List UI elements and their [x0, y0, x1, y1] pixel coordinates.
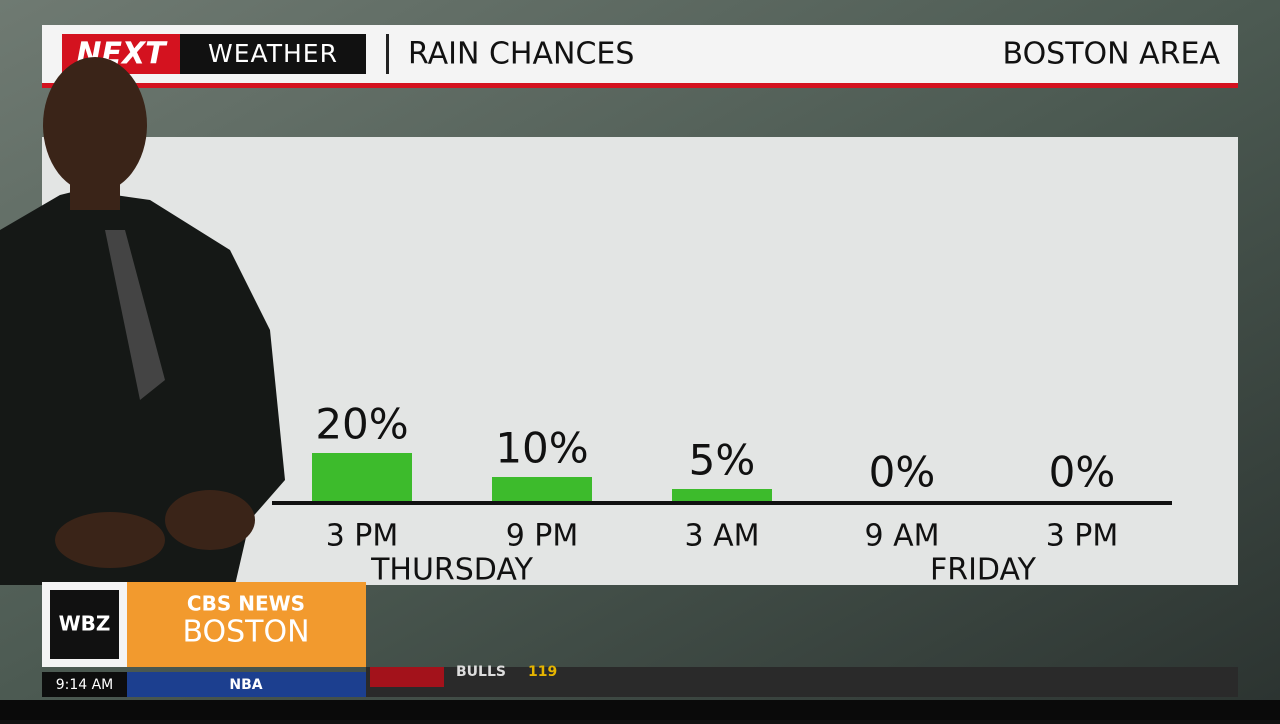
station-logo — [50, 590, 119, 659]
league: NBA — [229, 677, 262, 693]
group-label: THURSDAY — [370, 553, 533, 588]
location: BOSTON AREA — [1003, 37, 1221, 72]
chart-title: RAIN CHANCES — [408, 37, 634, 72]
bar — [312, 453, 412, 501]
call-sign: WBZ — [59, 612, 111, 636]
bar — [672, 489, 772, 501]
network: CBS NEWS — [187, 592, 305, 616]
x-tick-label: 3 AM — [684, 519, 759, 554]
score-value: 119 — [528, 664, 557, 680]
value-label: 0% — [1049, 448, 1116, 497]
value-label: 5% — [689, 436, 756, 485]
x-tick-label: 9 PM — [506, 519, 579, 554]
brand-sub-box — [180, 34, 366, 74]
score-team: BULLS — [456, 664, 506, 680]
league-box — [127, 672, 366, 697]
x-tick-label: 3 PM — [1046, 519, 1119, 554]
value-label: 10% — [495, 424, 588, 473]
network-box — [127, 582, 366, 667]
bottom-strip — [0, 700, 1280, 720]
ticker-bar — [366, 667, 1238, 697]
team-logo — [370, 667, 444, 687]
city: BOSTON — [182, 615, 309, 650]
x-tick-label: 9 AM — [864, 519, 939, 554]
value-label: 0% — [869, 448, 936, 497]
time-box — [42, 672, 127, 697]
bar — [492, 477, 592, 501]
x-tick-label: 3 PM — [326, 519, 399, 554]
divider — [386, 34, 389, 74]
header-accent — [42, 83, 1238, 88]
brand-sub: WEATHER — [208, 39, 338, 68]
presenter — [0, 57, 285, 585]
group-label: FRIDAY — [930, 553, 1037, 588]
value-label: 20% — [315, 400, 408, 449]
time: 9:14 AM — [56, 677, 114, 693]
